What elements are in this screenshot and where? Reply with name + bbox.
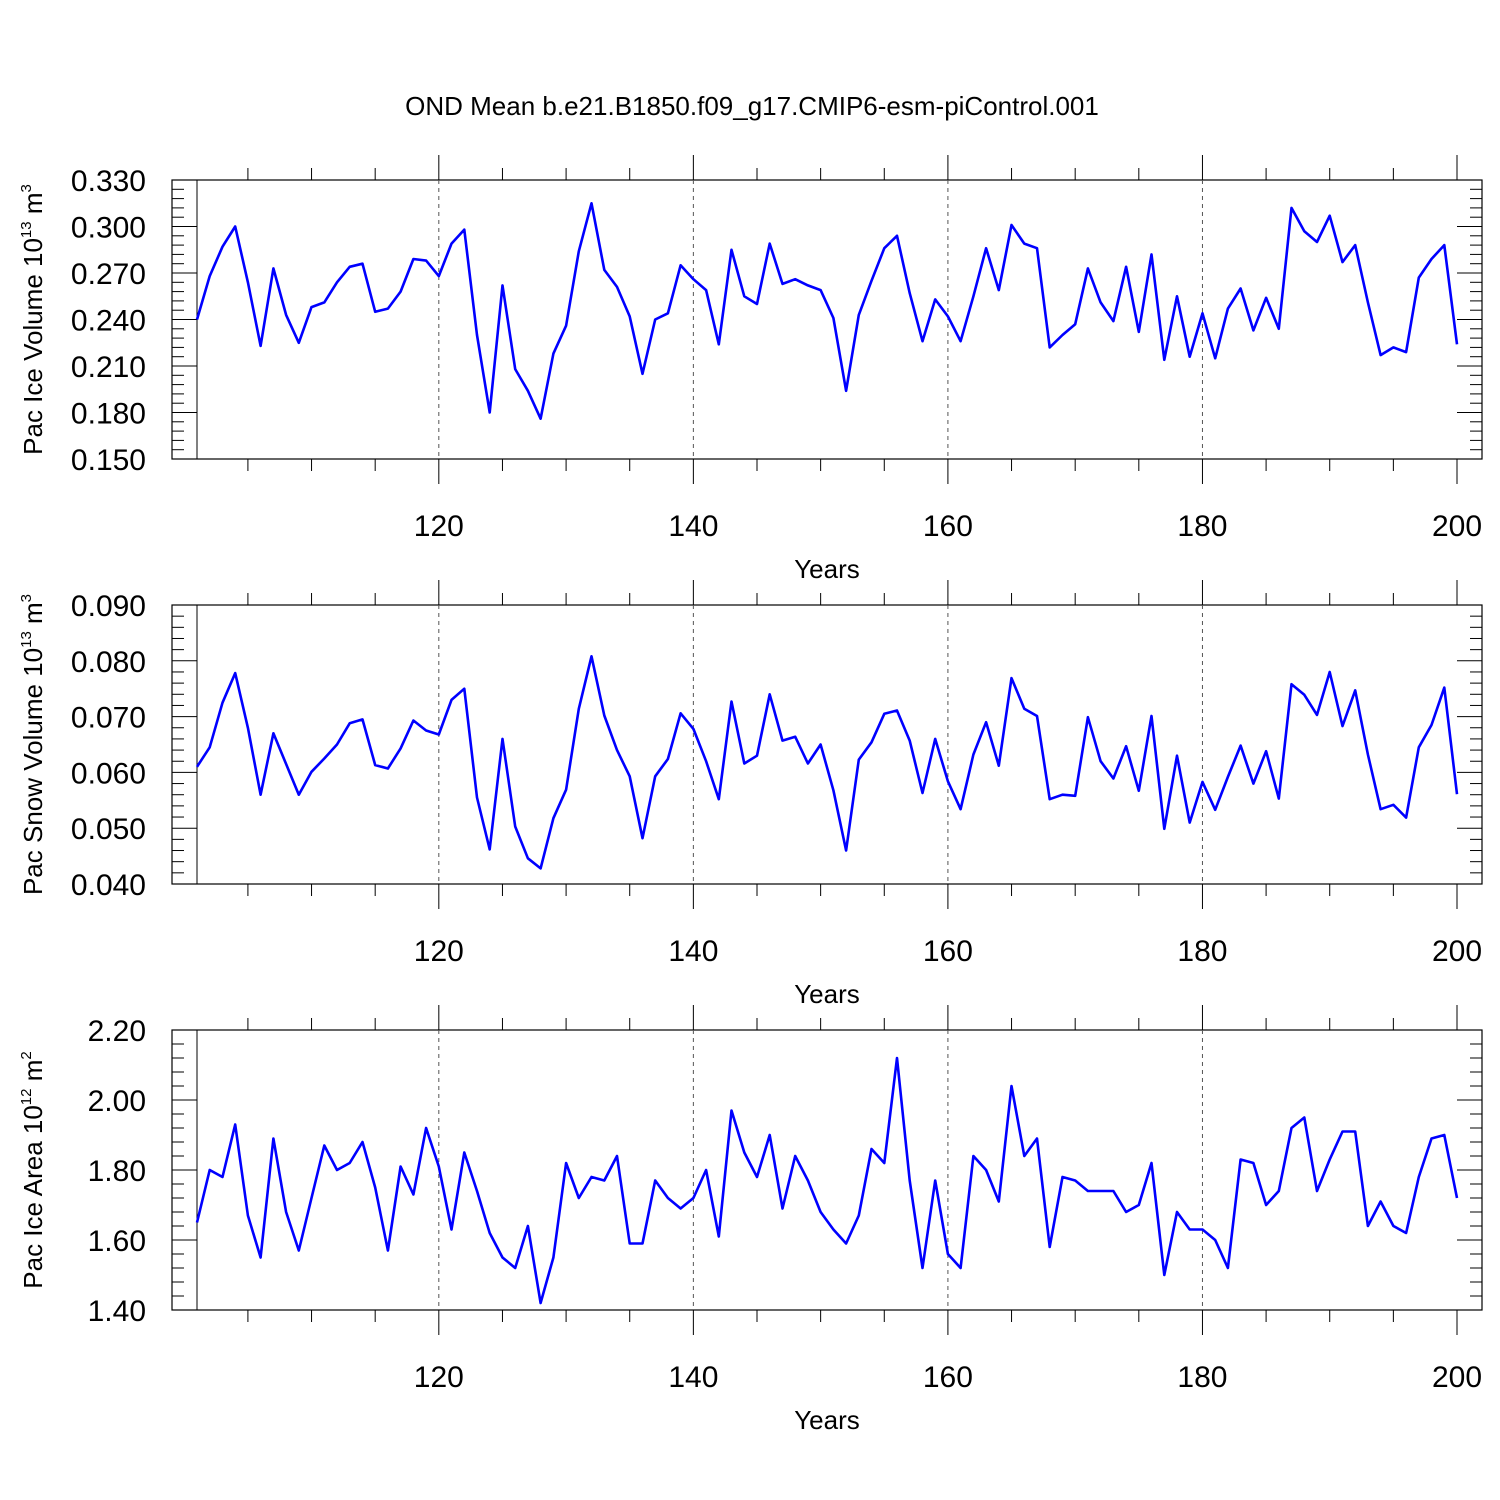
x-tick-label: 180 (1177, 1361, 1227, 1394)
y-tick-label: 0.070 (71, 702, 146, 735)
y-axis-label: Pac Ice Volume 1013 m3 (18, 184, 48, 455)
x-tick-label: 120 (414, 1361, 464, 1394)
y-tick-label: 2.20 (88, 1015, 146, 1048)
y-tick-label: 0.300 (71, 212, 146, 245)
x-axis-label: Years (794, 1405, 860, 1435)
y-tick-label: 0.210 (71, 351, 146, 384)
x-tick-label: 140 (668, 935, 718, 968)
y-tick-label: 0.180 (71, 398, 146, 431)
panel-1: 120 140 160 180 200 0.150 0.180 0.210 0.240 0.270… (18, 155, 1483, 584)
x-tick-label: 140 (668, 1361, 718, 1394)
y-axis-label: Pac Ice Area 1012 m2 (18, 1051, 48, 1288)
x-tick-label: 180 (1177, 935, 1227, 968)
x-tick-label: 160 (923, 1361, 973, 1394)
y-tick-label: 0.240 (71, 305, 146, 338)
x-tick-label: 160 (923, 510, 973, 543)
y-tick-label: 0.080 (71, 646, 146, 679)
plot-frame (171, 179, 1483, 460)
x-axis-label: Years (794, 979, 860, 1009)
plot-frame (171, 604, 1483, 885)
y-axis-label: Pac Snow Volume 1013 m3 (18, 594, 48, 895)
x-tick-label: 200 (1432, 1361, 1482, 1394)
x-tick-label: 160 (923, 935, 973, 968)
series-line (195, 202, 1459, 421)
y-tick-label: 1.60 (88, 1225, 146, 1258)
plot-frame (171, 1029, 1483, 1311)
y-tick-label: 2.00 (88, 1085, 146, 1118)
y-tick-label: 0.270 (71, 258, 146, 291)
chart-panels: 120 140 160 180 200 0.150 0.180 0.210 0.240 0.270… (18, 155, 1483, 1435)
x-tick-label: 180 (1177, 510, 1227, 543)
y-tick-label: 0.090 (71, 590, 146, 623)
y-tick-label: 0.150 (71, 444, 146, 477)
y-tick-label: 0.050 (71, 813, 146, 846)
series-line (195, 654, 1459, 870)
y-tick-label: 1.80 (88, 1155, 146, 1188)
x-tick-label: 140 (668, 510, 718, 543)
x-tick-label: 120 (414, 510, 464, 543)
y-tick-label: 0.040 (71, 869, 146, 902)
x-axis-label: Years (794, 554, 860, 584)
x-tick-label: 200 (1432, 510, 1482, 543)
y-tick-label: 0.060 (71, 757, 146, 790)
panel-2: 120 140 160 180 200 0.040 0.050 0.060 0.070 0.080… (18, 580, 1483, 1009)
y-tick-label: 0.330 (71, 165, 146, 198)
x-tick-label: 200 (1432, 935, 1482, 968)
panel-3: 120 140 160 180 200 1.40 1.60 1.80 2.00 2.20 Years… (18, 1005, 1483, 1435)
chart-title: OND Mean b.e21.B1850.f09_g17.CMIP6-esm-p… (405, 91, 1099, 121)
y-tick-label: 1.40 (88, 1295, 146, 1328)
series-line (195, 1056, 1459, 1305)
x-tick-label: 120 (414, 935, 464, 968)
